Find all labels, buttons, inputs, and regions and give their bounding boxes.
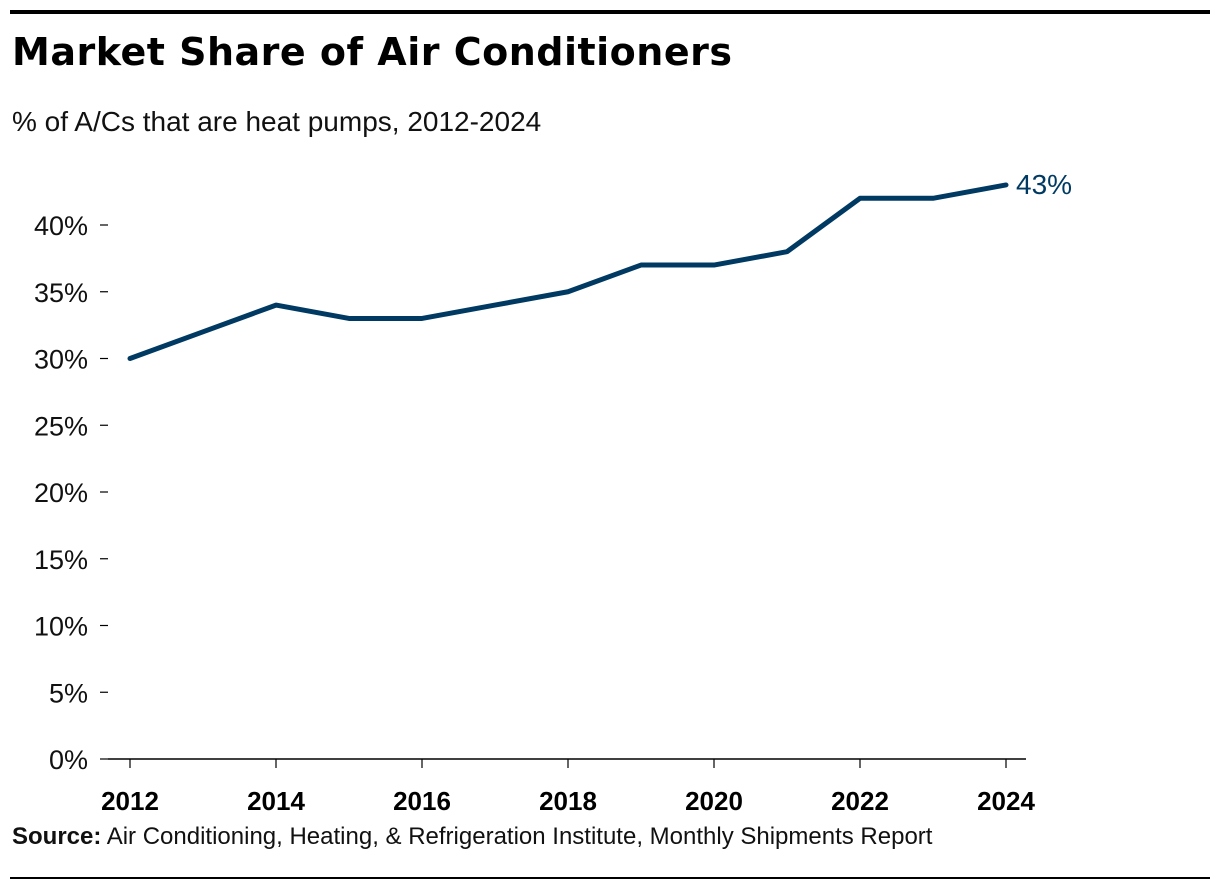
y-tick-label: 25% [34, 411, 88, 441]
y-tick-label: 35% [34, 278, 88, 308]
x-tick-label: 2012 [101, 786, 159, 816]
y-tick-label: 5% [49, 678, 88, 708]
y-tick-label: 0% [49, 745, 88, 775]
y-axis: 0% 5% 10% 15% 20% 25% 30% 35% 40% [34, 211, 108, 775]
chart-subtitle: % of A/Cs that are heat pumps, 2012-2024 [12, 106, 542, 137]
x-tick-label: 2024 [977, 786, 1035, 816]
chart-title: Market Share of Air Conditioners [12, 30, 733, 74]
source-text: Air Conditioning, Heating, & Refrigerati… [101, 823, 933, 850]
end-value-label: 43% [1016, 169, 1072, 200]
x-axis: 2012 2014 2016 2018 2020 2022 2024 [101, 758, 1035, 816]
source-note: Source: Air Conditioning, Heating, & Ref… [12, 823, 932, 851]
series-line [127, 182, 1009, 361]
x-tick-label: 2018 [539, 786, 597, 816]
y-tick-label: 15% [34, 545, 88, 575]
y-tick-label: 20% [34, 478, 88, 508]
source-label: Source: [12, 823, 102, 850]
top-rule [10, 10, 1210, 14]
x-tick-label: 2016 [393, 786, 451, 816]
x-tick-label: 2022 [831, 786, 889, 816]
x-tick-label: 2020 [685, 786, 743, 816]
bottom-rule [10, 877, 1210, 879]
x-tick-label: 2014 [247, 786, 305, 816]
y-tick-label: 40% [34, 211, 88, 241]
y-tick-label: 10% [34, 612, 88, 642]
y-tick-label: 30% [34, 345, 88, 375]
series-layer: 43% [127, 169, 1072, 361]
